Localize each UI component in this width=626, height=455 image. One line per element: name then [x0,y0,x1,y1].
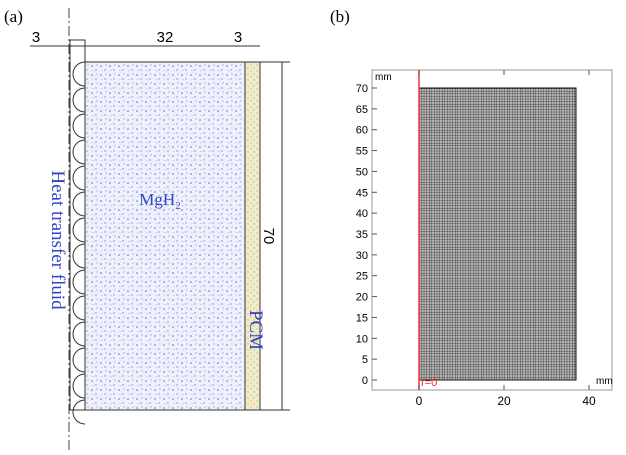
channel-arc [72,373,86,399]
dimension: 32 [157,29,174,46]
x-tick-label: 20 [497,394,511,408]
pcm-label: PCM [245,310,266,350]
y-tick-label: 65 [356,104,368,116]
y-tick-label: 15 [356,312,368,324]
channel-arc [72,217,86,243]
channel-arc [72,191,86,217]
pcm-layer [244,61,261,411]
panel-a: (a) 3 32 3 70 MgH2 Heat transfer fluid P… [4,7,290,452]
channel-arc [72,139,86,165]
unit-label: mm [375,72,392,83]
hydride-label: MgH2 [139,190,180,212]
panel-b: (b) mm mm r=0 0 5 10 15 20 25 30 35 40 45 50 55 60 65… [330,7,613,408]
y-tick-label: 45 [356,187,368,199]
y-tick-label: 25 [356,271,368,283]
hydride-subscript: 2 [175,200,181,212]
x-tick-label: 0 [416,394,423,408]
channel-arc [72,347,86,373]
origin-label: r=0 [421,377,437,389]
fluid-label: Heat transfer fluid [47,170,68,310]
channel-arc [72,321,86,347]
ticks: 0 5 10 15 20 25 30 35 40 45 50 55 60 65 70 0 20 40 [356,70,596,408]
channel-arc [72,269,86,295]
dimension: 70 [260,228,277,245]
y-tick-label: 50 [356,166,368,178]
y-tick-label: 40 [356,208,368,220]
unit-label: mm [596,376,613,387]
x-tick-label: 40 [582,394,596,408]
dimension: 3 [234,29,242,46]
fluid-channels [72,61,86,425]
y-tick-label: 5 [362,354,368,366]
channel-arc [72,165,86,191]
channel-arc [72,399,86,425]
mesh [418,87,577,381]
wall [69,39,86,411]
dimension: 3 [32,29,40,46]
channel-arc [72,61,86,87]
y-tick-label: 30 [356,250,368,262]
channel-arc [72,113,86,139]
panel-label: (a) [4,7,23,26]
channel-arc [72,243,86,269]
y-tick-label: 70 [356,83,368,95]
y-tick-label: 60 [356,125,368,137]
channel-arc [72,295,86,321]
y-tick-label: 20 [356,292,368,304]
y-tick-label: 0 [362,375,368,387]
panel-label: (b) [330,7,350,26]
hydride-text: MgH [139,190,175,209]
hydride-bed [84,61,246,411]
channel-arc [72,87,86,113]
y-tick-label: 35 [356,229,368,241]
y-tick-label: 55 [356,146,368,158]
y-tick-label: 10 [356,333,368,345]
